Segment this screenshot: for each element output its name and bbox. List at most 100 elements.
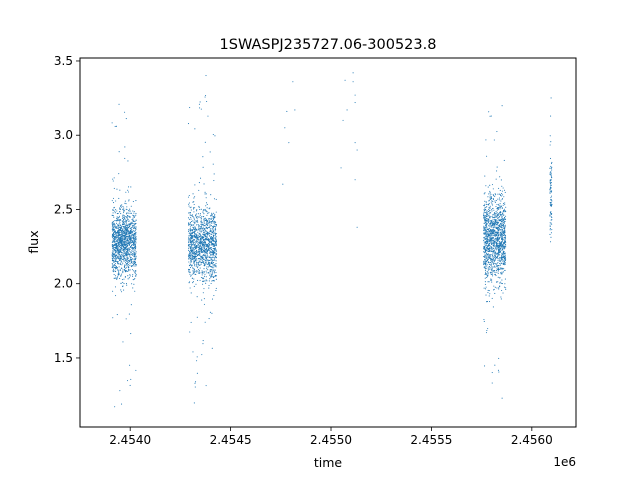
- data-point: [204, 321, 206, 323]
- data-point: [213, 198, 216, 200]
- data-point: [200, 251, 202, 253]
- data-point: [491, 256, 493, 258]
- data-point: [489, 257, 492, 259]
- data-point: [494, 272, 496, 274]
- data-point: [210, 269, 213, 271]
- data-point: [113, 277, 115, 279]
- data-point: [193, 272, 195, 274]
- data-point: [488, 225, 490, 227]
- data-point: [188, 257, 190, 259]
- data-point: [118, 219, 120, 221]
- data-point: [188, 218, 190, 220]
- data-point: [189, 247, 191, 249]
- data-point: [124, 227, 126, 229]
- data-point: [206, 214, 208, 216]
- data-point: [189, 287, 191, 289]
- data-point: [132, 264, 134, 266]
- data-point: [134, 253, 136, 255]
- data-point: [504, 258, 506, 260]
- data-point: [116, 314, 118, 316]
- data-point: [489, 258, 492, 260]
- data-point: [203, 262, 205, 265]
- data-point: [119, 248, 122, 251]
- data-point: [486, 230, 488, 232]
- data-point: [120, 275, 122, 277]
- data-point: [356, 149, 358, 151]
- data-point: [491, 273, 493, 276]
- data-point: [197, 271, 199, 273]
- data-point: [128, 241, 130, 243]
- data-point: [485, 215, 487, 217]
- data-point: [134, 223, 136, 226]
- data-point: [492, 255, 494, 257]
- data-point: [492, 229, 494, 231]
- data-point: [494, 256, 496, 258]
- data-point: [131, 254, 133, 256]
- data-point: [502, 246, 504, 248]
- data-point: [202, 211, 204, 213]
- data-point: [116, 240, 118, 242]
- data-point: [202, 209, 204, 211]
- data-point: [120, 235, 122, 237]
- data-point: [118, 252, 120, 254]
- data-point: [484, 271, 487, 273]
- data-point: [495, 216, 497, 218]
- data-point: [205, 218, 207, 220]
- data-point: [130, 241, 132, 243]
- data-point: [114, 125, 116, 127]
- data-point: [486, 264, 488, 266]
- data-point: [133, 233, 136, 235]
- data-point: [485, 259, 487, 261]
- data-point: [191, 235, 194, 237]
- x-axis-ticks: 2.4540 2.4545 2.4550 2.4555 2.4560: [109, 427, 553, 447]
- data-point: [214, 223, 216, 225]
- data-point: [494, 246, 496, 248]
- data-point: [124, 111, 126, 113]
- data-point: [483, 239, 485, 242]
- data-point: [484, 215, 486, 217]
- data-point: [196, 229, 198, 231]
- data-point: [190, 209, 192, 211]
- data-point: [206, 254, 208, 256]
- data-point: [549, 205, 552, 207]
- data-point: [550, 190, 552, 192]
- data-point: [193, 270, 196, 272]
- data-point: [484, 251, 487, 253]
- data-point: [135, 228, 137, 230]
- data-point: [496, 247, 498, 249]
- data-point: [197, 213, 199, 215]
- data-point: [113, 264, 115, 266]
- data-point: [192, 351, 194, 353]
- data-point: [354, 179, 356, 181]
- data-point: [494, 195, 496, 197]
- data-point: [214, 255, 217, 257]
- data-point: [484, 273, 486, 276]
- data-point: [123, 278, 125, 280]
- data-point: [202, 251, 204, 253]
- data-point: [121, 254, 123, 256]
- data-point: [213, 266, 215, 268]
- data-point: [133, 246, 136, 248]
- data-point: [130, 240, 132, 242]
- data-point: [212, 280, 214, 282]
- data-point: [111, 264, 113, 266]
- data-point: [205, 209, 207, 212]
- data-point: [196, 234, 198, 236]
- data-point: [483, 232, 485, 234]
- data-point: [496, 234, 498, 237]
- data-point: [200, 243, 202, 245]
- data-point: [122, 246, 124, 248]
- data-point: [189, 267, 192, 269]
- data-point: [211, 213, 213, 215]
- data-point: [114, 295, 117, 297]
- data-point: [483, 251, 485, 253]
- data-point: [549, 226, 551, 228]
- data-point: [133, 263, 135, 265]
- data-point: [483, 287, 485, 289]
- data-point: [503, 214, 505, 216]
- data-point: [193, 261, 195, 263]
- data-point: [503, 248, 505, 250]
- data-point: [209, 224, 211, 226]
- data-point: [192, 239, 194, 241]
- data-point: [501, 234, 503, 236]
